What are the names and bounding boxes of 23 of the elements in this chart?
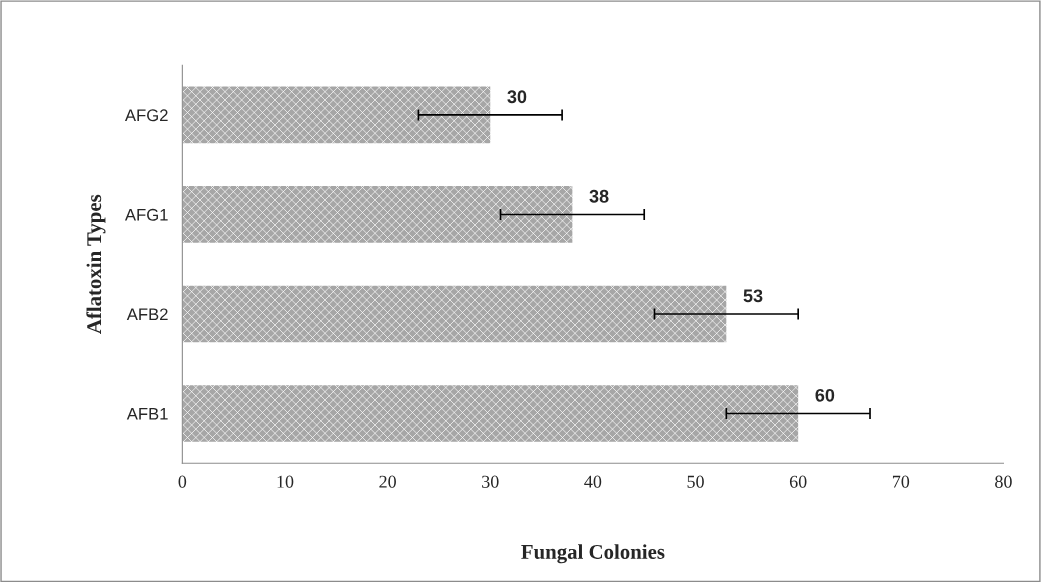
bar <box>182 385 799 442</box>
y-tick-label: AFG1 <box>124 208 168 221</box>
bar <box>182 186 573 243</box>
x-tick-label: 0 <box>178 475 187 488</box>
x-tick-label: 80 <box>995 475 1012 488</box>
x-axis-title: Fungal Colonies <box>521 544 665 564</box>
x-tick-label: 10 <box>277 475 294 488</box>
data-label: 38 <box>589 189 609 203</box>
y-tick-label: AFG2 <box>124 109 168 122</box>
x-tick-label: 50 <box>687 475 704 488</box>
x-tick-label: 70 <box>892 475 910 488</box>
x-tick-label: 30 <box>482 475 499 488</box>
bar <box>182 285 727 343</box>
x-tick-label: 20 <box>379 475 396 488</box>
data-label: 60 <box>815 388 835 402</box>
bar <box>182 86 491 144</box>
x-tick-label: 40 <box>584 475 602 488</box>
y-axis-title: Aflatoxin Types <box>86 194 106 334</box>
data-label: 53 <box>743 289 763 303</box>
data-label: 30 <box>507 90 527 104</box>
y-tick-label: AFB1 <box>126 408 168 420</box>
x-tick-label: 60 <box>789 475 807 488</box>
y-tick-label: AFB2 <box>126 308 168 321</box>
